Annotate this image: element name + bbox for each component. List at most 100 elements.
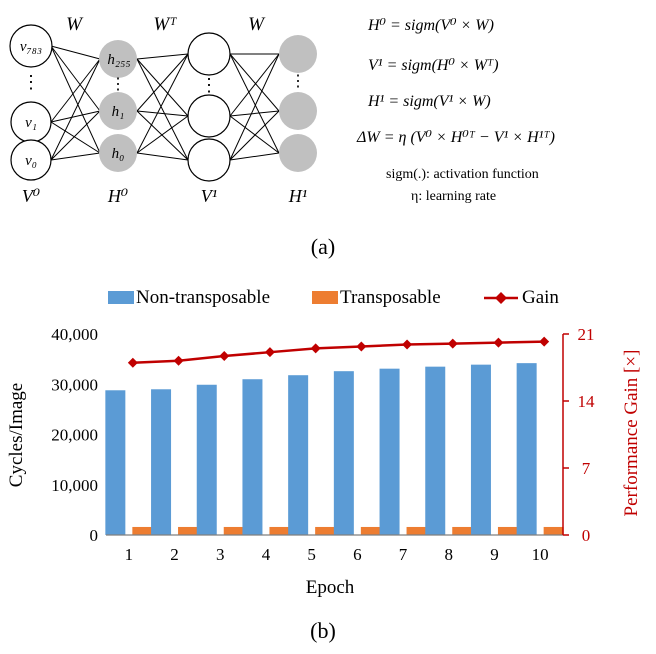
ellipsis-v0: ⋮ xyxy=(22,72,40,92)
bar-transposable-1 xyxy=(132,526,153,535)
gain-point-10 xyxy=(539,336,550,347)
bar-non-transposable-7 xyxy=(379,368,400,535)
layer-h0: h₂₅₅ ⋮ h₁ h₀ H⁰ xyxy=(99,40,137,206)
bar-non-transposable-3 xyxy=(196,384,217,535)
bar-non-transposable-8 xyxy=(425,366,446,535)
node-label-v783: v₇₈₃ xyxy=(20,39,42,55)
node-label-h0: h₀ xyxy=(112,146,125,162)
ellipsis-h0: ⋮ xyxy=(110,76,126,93)
y2-tick-label: 7 xyxy=(582,459,591,478)
x-tick-label: 1 xyxy=(125,545,134,564)
bar-transposable-7 xyxy=(406,526,427,535)
bar-transposable-10 xyxy=(543,526,564,535)
gain-point-5 xyxy=(310,343,321,354)
y-tick-label: 10,000 xyxy=(51,476,98,495)
legend: Non-transposable Transposable Gain xyxy=(108,287,559,308)
bar-non-transposable-10 xyxy=(516,363,537,535)
y-axis-ticks: 0 10,000 20,000 30,000 40,000 xyxy=(51,325,98,545)
node-label-h1: h₁ xyxy=(112,104,125,120)
equation-h1: H¹ = sigm(V¹ × W) xyxy=(367,93,491,110)
bar-non-transposable-4 xyxy=(242,379,263,535)
connections-v0-h0 xyxy=(50,45,101,161)
weight-label-w1: W xyxy=(66,14,84,35)
y2-tick-label: 0 xyxy=(582,526,591,545)
layer-label-h0: H⁰ xyxy=(107,186,128,206)
gain-point-2 xyxy=(173,355,184,366)
equation-delta-w: ΔW = η (V⁰ × H⁰ᵀ − V¹ × H¹ᵀ) xyxy=(356,129,555,146)
gain-point-4 xyxy=(264,347,275,358)
bar-transposable-5 xyxy=(315,526,336,535)
weight-label-w2: W xyxy=(248,14,266,35)
x-tick-label: 6 xyxy=(353,545,362,564)
gain-line xyxy=(132,340,545,364)
ellipsis-h1: ⋮ xyxy=(290,73,306,90)
node-h255 xyxy=(99,40,137,78)
node-h1-top xyxy=(279,35,317,73)
node-label-v1: v₁ xyxy=(25,115,37,131)
connections-v1-h1 xyxy=(229,53,280,161)
cycles-gain-chart: Non-transposable Transposable Gain Cycle… xyxy=(6,287,642,598)
y-tick-label: 30,000 xyxy=(51,375,98,394)
weight-label-wt: Wᵀ xyxy=(153,14,177,35)
y-tick-label: 20,000 xyxy=(51,426,98,445)
node-h1-bottom xyxy=(279,134,317,172)
layer-label-h1: H¹ xyxy=(288,186,307,206)
x-tick-label: 9 xyxy=(490,545,499,564)
node-h0 xyxy=(99,134,137,172)
x-axis-ticks: 1 2 3 4 5 6 7 8 9 10 xyxy=(125,545,549,564)
gain-point-9 xyxy=(493,337,504,348)
x-tick-label: 2 xyxy=(170,545,179,564)
gain-series xyxy=(127,336,550,368)
legend-swatch-non-transposable xyxy=(108,291,134,304)
node-label-v0: v₀ xyxy=(25,153,37,169)
x-tick-label: 4 xyxy=(262,545,271,564)
bar-transposable-8 xyxy=(452,526,473,535)
caption-b: (b) xyxy=(310,618,336,643)
bar-non-transposable-1 xyxy=(105,390,126,535)
x-tick-label: 7 xyxy=(399,545,408,564)
x-axis-title: Epoch xyxy=(306,577,355,598)
note-activation: sigm(.): activation function xyxy=(386,167,539,182)
gain-point-1 xyxy=(127,357,138,368)
x-tick-label: 3 xyxy=(216,545,225,564)
bar-non-transposable-9 xyxy=(470,364,491,535)
bar-non-transposable-6 xyxy=(333,371,354,535)
node-v1-mid xyxy=(187,94,231,138)
bar-non-transposable-2 xyxy=(151,389,172,535)
gain-point-8 xyxy=(447,338,458,349)
bar-transposable-6 xyxy=(360,526,381,535)
y2-tick-label: 21 xyxy=(578,325,595,344)
bar-non-transposable-5 xyxy=(288,375,309,535)
x-tick-label: 8 xyxy=(445,545,454,564)
y2-axis-title: Performance Gain [×] xyxy=(621,350,642,517)
bars xyxy=(105,363,564,535)
gain-point-3 xyxy=(219,351,230,362)
bar-transposable-3 xyxy=(223,526,244,535)
y-axis-title: Cycles/Image xyxy=(6,383,27,487)
y2-tick-label: 14 xyxy=(578,392,596,411)
equation-h0: H⁰ = sigm(V⁰ × W) xyxy=(367,17,494,34)
layer-label-v0: V⁰ xyxy=(22,186,40,206)
connections-h0-v1 xyxy=(136,53,189,161)
ellipsis-v1: ⋮ xyxy=(200,75,218,95)
node-v1-bottom xyxy=(187,138,231,182)
node-v783 xyxy=(9,24,53,68)
layer-label-v1: V¹ xyxy=(201,186,217,206)
layer-h1: ⋮ H¹ xyxy=(279,35,317,206)
bar-transposable-9 xyxy=(497,526,518,535)
legend-label-transposable: Transposable xyxy=(340,287,441,308)
gain-point-6 xyxy=(356,341,367,352)
rbm-network-diagram: W Wᵀ W v₇₈₃ ⋮ v₁ v₀ V⁰ h₂₅₅ ⋮ h₁ h₀ H⁰ xyxy=(9,14,317,206)
y2-axis-ticks: 0 7 14 21 xyxy=(563,325,595,545)
layer-v1: ⋮ V¹ xyxy=(187,32,231,206)
node-v0 xyxy=(10,139,52,181)
node-v1-top xyxy=(187,32,231,76)
equation-v1: V¹ = sigm(H⁰ × Wᵀ) xyxy=(368,57,499,74)
node-h1-mid xyxy=(279,92,317,130)
layer-v0: v₇₈₃ ⋮ v₁ v₀ V⁰ xyxy=(9,24,53,206)
node-label-h255: h₂₅₅ xyxy=(107,52,130,68)
caption-a: (a) xyxy=(311,234,335,259)
bar-transposable-2 xyxy=(178,526,199,535)
y-tick-label: 40,000 xyxy=(51,325,98,344)
x-tick-label: 5 xyxy=(307,545,316,564)
